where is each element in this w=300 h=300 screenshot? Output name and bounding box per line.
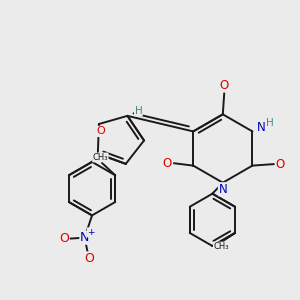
Text: O: O	[59, 232, 69, 245]
Text: N: N	[80, 231, 89, 244]
Text: O: O	[163, 157, 172, 170]
Text: N: N	[218, 183, 227, 196]
Text: O: O	[276, 158, 285, 171]
Text: O: O	[84, 252, 94, 265]
Text: O: O	[220, 79, 229, 92]
Text: CH₃: CH₃	[93, 153, 108, 162]
Text: H: H	[134, 106, 142, 116]
Text: O: O	[96, 127, 105, 136]
Text: CH₃: CH₃	[213, 242, 229, 251]
Text: H: H	[266, 118, 274, 128]
Text: +: +	[87, 228, 95, 237]
Text: N: N	[257, 122, 266, 134]
